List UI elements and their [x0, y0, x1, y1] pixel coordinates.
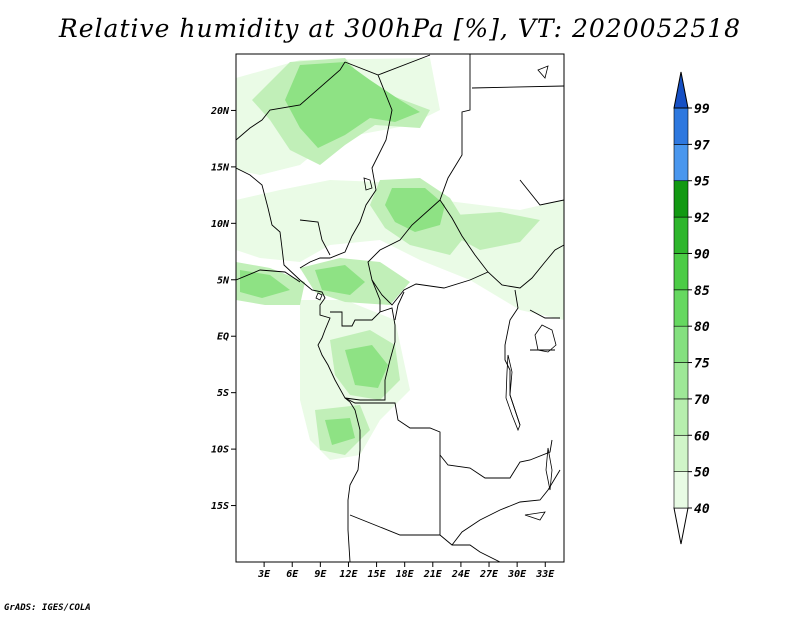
- colorbar-segment: [673, 507, 689, 545]
- colorbar-segment: [673, 434, 689, 472]
- colorbar-label: 90: [694, 247, 710, 262]
- lon-tick-label: 6E: [286, 569, 299, 580]
- colorbar-segment: [673, 71, 689, 109]
- colorbar-label: 99: [694, 102, 710, 117]
- colorbar-label: 70: [694, 393, 710, 408]
- colorbar-segment: [673, 289, 689, 327]
- lon-tick-label: 27E: [479, 569, 499, 580]
- humidity-field: [236, 58, 564, 460]
- lon-tick-label: 30E: [507, 569, 527, 580]
- colorbar-label: 40: [694, 502, 710, 517]
- colorbar-segment: [673, 107, 689, 145]
- colorbar-segment: [673, 471, 689, 509]
- colorbar-label: 95: [694, 175, 710, 190]
- lat-tick-label: 15N: [211, 162, 230, 173]
- lat-tick-label: 5S: [217, 388, 229, 399]
- lon-tick-label: 18E: [396, 569, 415, 580]
- colorbar-label: 50: [694, 466, 710, 481]
- lon-tick-label: 9E: [314, 569, 327, 580]
- colorbar-segment: [673, 144, 689, 182]
- lon-tick-label: 12E: [339, 569, 358, 580]
- lat-tick-label: 10N: [211, 219, 230, 230]
- lon-tick-label: 15E: [368, 569, 387, 580]
- lat-tick-label: 5N: [217, 275, 230, 286]
- colorbar-label: 92: [694, 211, 710, 226]
- colorbar: 40 50 60 70 75 80 85 90 92 95 97 99: [673, 71, 710, 545]
- map-title: Relative humidity at 300hPa [%], VT: 202…: [58, 14, 742, 43]
- colorbar-label: 97: [694, 138, 710, 153]
- colorbar-segment: [673, 253, 689, 291]
- lon-tick-label: 21E: [423, 569, 443, 580]
- lakes: [315, 65, 557, 521]
- colorbar-label: 80: [694, 320, 710, 335]
- colorbar-segment: [673, 325, 689, 363]
- colorbar-label: 60: [694, 429, 710, 444]
- map-frame: [235, 53, 565, 563]
- lat-tick-label: 20N: [210, 106, 230, 117]
- lat-tick-label: 15S: [211, 501, 229, 512]
- colorbar-label: 85: [694, 284, 710, 299]
- lat-tick-label: EQ: [217, 332, 229, 343]
- colorbar-label: 75: [694, 357, 710, 372]
- grads-credit: GrADS: IGES/COLA: [4, 603, 91, 613]
- longitude-axis: 3E 6E 9E 12E 15E 18E 21E 24E 27E 30E 33E: [257, 562, 555, 580]
- lon-tick-label: 33E: [535, 569, 555, 580]
- lat-tick-label: 10S: [211, 445, 229, 456]
- lon-tick-label: 3E: [257, 569, 271, 580]
- colorbar-segment: [673, 216, 689, 254]
- latitude-axis: 20N 15N 10N 5N EQ 5S 10S 15S: [210, 106, 236, 512]
- lon-tick-label: 24E: [451, 569, 471, 580]
- colorbar-segment: [673, 180, 689, 218]
- colorbar-segment: [673, 362, 689, 400]
- colorbar-segment: [673, 398, 689, 436]
